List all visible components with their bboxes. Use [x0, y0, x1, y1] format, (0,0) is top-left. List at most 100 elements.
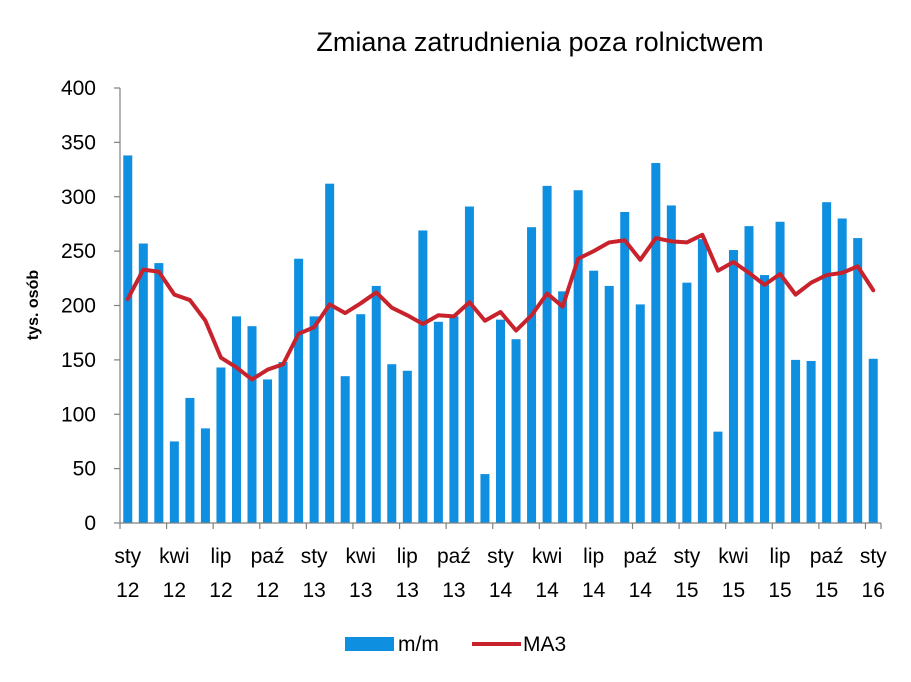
bar	[806, 360, 816, 523]
x-tick-label-month: kwi	[346, 545, 376, 568]
axes	[119, 88, 882, 529]
bar	[169, 441, 179, 523]
bar	[604, 285, 614, 523]
bar	[325, 183, 335, 523]
x-tick-label-month: kwi	[718, 545, 748, 568]
y-axis: 0 50 100 150 200 250 300 350 400	[61, 77, 120, 535]
bar	[728, 250, 738, 523]
bar	[138, 243, 148, 523]
x-tick-label-month: lip	[210, 545, 231, 568]
x-tick-label-month: sty	[673, 545, 700, 568]
bar	[760, 275, 770, 523]
bar	[713, 431, 723, 523]
legend: m/m MA3	[345, 633, 566, 656]
x-tick-label-year: 15	[768, 579, 791, 602]
bar	[744, 226, 754, 524]
bar	[868, 358, 878, 523]
x-tick-label-year: 15	[815, 579, 838, 602]
chart-title: Zmiana zatrudnienia poza rolnictwem	[316, 27, 763, 57]
bar	[418, 230, 428, 523]
bar	[231, 316, 241, 523]
bar	[294, 258, 304, 523]
x-tick-label-month: lip	[770, 545, 791, 568]
x-tick-label-year: 13	[396, 579, 419, 602]
bar	[356, 314, 366, 523]
bar	[200, 428, 210, 523]
x-tick-label-year: 15	[675, 579, 698, 602]
y-tick-label: 200	[61, 295, 96, 318]
bar	[527, 227, 537, 523]
y-tick-label: 250	[61, 240, 96, 263]
bar	[402, 370, 412, 523]
bar	[682, 282, 692, 523]
x-tick-label-year: 14	[629, 579, 653, 602]
x-tick-label-year: 12	[256, 579, 279, 602]
bar	[371, 285, 381, 523]
bar	[495, 319, 506, 523]
x-tick-label-month: sty	[301, 545, 328, 568]
x-tick-label-month: lip	[397, 545, 418, 568]
x-tick-label-month: sty	[860, 545, 887, 568]
bar	[791, 359, 801, 523]
bar	[853, 238, 863, 523]
bar	[822, 202, 832, 523]
y-tick-label: 400	[61, 77, 96, 100]
x-tick-label-month: kwi	[532, 545, 562, 568]
bar	[651, 163, 661, 523]
x-tick-label-month: sty	[114, 545, 141, 568]
bar	[185, 397, 195, 523]
bar	[837, 218, 847, 523]
legend-label-bars: m/m	[398, 633, 439, 656]
bar	[775, 221, 785, 523]
x-axis: sty 12 kwi 12 lip 12 paź 12 sty 13 kwi 13 lip 13 paź 13…	[114, 545, 887, 602]
bar	[480, 474, 490, 523]
bar-series	[123, 155, 878, 524]
bar	[464, 206, 474, 523]
x-tick-label-year: 13	[302, 579, 325, 602]
bar	[558, 291, 568, 523]
x-tick-label-month: paź	[251, 545, 285, 568]
x-tick-label-year: 13	[442, 579, 465, 602]
x-tick-label-month: paź	[437, 545, 471, 568]
bar	[666, 205, 676, 523]
x-tick-label-year: 14	[582, 579, 606, 602]
y-tick-label: 100	[61, 403, 96, 426]
x-tick-label-year: 16	[862, 579, 885, 602]
x-tick-label-year: 13	[349, 579, 372, 602]
ma3-line	[125, 232, 876, 382]
bar	[449, 316, 459, 523]
bar	[123, 155, 133, 524]
bar	[635, 304, 645, 523]
legend-swatch-bars	[345, 637, 394, 651]
bar	[433, 321, 443, 523]
x-tick-label-month: lip	[583, 545, 604, 568]
bar	[247, 326, 257, 523]
line-series	[125, 232, 876, 382]
bar	[340, 376, 350, 523]
bar	[511, 339, 521, 523]
bar	[620, 211, 630, 523]
bar	[589, 270, 599, 523]
legend-label-line: MA3	[523, 633, 566, 656]
x-tick-label-year: 14	[535, 579, 559, 602]
bar	[278, 362, 288, 523]
x-tick-label-month: paź	[623, 545, 657, 568]
bar	[697, 239, 707, 523]
bar	[573, 190, 583, 523]
x-tick-label-year: 12	[116, 579, 139, 602]
bar	[309, 316, 319, 523]
bar	[542, 185, 552, 523]
y-tick-label: 350	[61, 131, 96, 154]
bar	[154, 263, 164, 523]
y-tick-label: 0	[84, 512, 96, 535]
x-tick-label-month: kwi	[159, 545, 189, 568]
bar	[387, 364, 397, 523]
y-axis-label: tys. osób	[25, 270, 42, 340]
x-tick-label-year: 15	[722, 579, 745, 602]
x-tick-label-month: paź	[810, 545, 844, 568]
x-tick-label-year: 12	[209, 579, 232, 602]
x-tick-label-year: 14	[489, 579, 513, 602]
y-tick-label: 150	[61, 349, 96, 372]
y-tick-label: 50	[73, 458, 96, 481]
